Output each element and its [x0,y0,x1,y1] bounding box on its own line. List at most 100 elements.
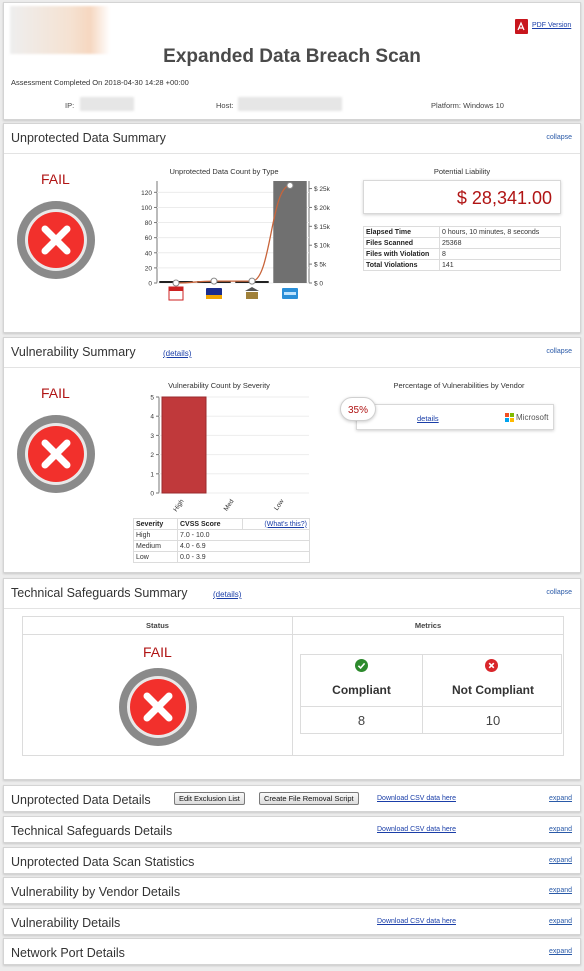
report-header: PDF Version Expanded Data Breach Scan As… [3,2,581,120]
not-compliant-value: 10 [485,713,501,728]
collapse-link[interactable]: collapse [546,134,572,141]
not-compliant-label: Not Compliant [452,683,534,697]
section-title: Technical Safeguards Details [11,824,173,838]
collapse-link[interactable]: collapse [546,589,572,596]
expand-link[interactable]: expand [549,795,572,802]
expand-link[interactable]: expand [549,826,572,833]
liability-box: $ 28,341.00 [363,180,561,214]
severity-cell: Medium [133,540,178,552]
details-link[interactable]: (details) [213,590,242,599]
x-tick-label: Low [273,498,286,512]
status-header: Status [146,621,169,630]
pdf-icon[interactable] [515,19,528,34]
table-row: High 7.0 - 10.0 [133,529,310,541]
expand-link[interactable]: expand [549,918,572,925]
vulnerability-chart: 0 1 2 3 4 5 High Med Low [150,395,309,513]
whats-this-cell: (What's this?) [241,518,310,530]
assessment-date: Assessment Completed On 2018-04-30 14:28… [11,78,189,87]
stat-value: 25368 [439,237,561,249]
compliant-label: Compliant [332,683,391,697]
y-tick-label: 120 [141,190,152,197]
vendor-name: Microsoft [516,413,549,422]
y2-tick-label: $ 25k [314,186,331,193]
whats-this-link[interactable]: (What's this?) [264,520,307,528]
y-tick-label: 2 [150,452,154,459]
vulnerability-summary: Vulnerability Summary (details) collapse… [3,337,581,573]
unprotected-data-scan-statistics: Unprotected Data Scan Statistics expand [3,847,581,874]
metrics-header: Metrics [414,621,442,630]
pdf-version-link[interactable]: PDF Version [532,22,572,29]
download-csv-link[interactable]: Download CSV data here [377,918,456,925]
section-title: Unprotected Data Details [11,793,151,807]
section-header: Vulnerability Summary (details) collapse [4,338,580,368]
table-row: Low 0.0 - 3.9 [133,551,310,563]
details-link[interactable]: (details) [163,349,192,358]
fail-x-icon [16,414,96,499]
fail-x-icon [118,667,198,752]
section-title: Technical Safeguards Summary [11,586,188,600]
section-header: Unprotected Data Summary collapse [4,124,580,154]
section-title: Vulnerability Summary [11,345,136,359]
y-tick-label: 100 [141,205,152,212]
download-csv-link[interactable]: Download CSV data here [377,795,456,802]
y-tick-label: 0 [148,281,152,288]
expand-link[interactable]: expand [549,887,572,894]
y-tick-label: 3 [150,433,154,440]
severity-cell: High [133,529,178,541]
technical-safeguards-summary: Technical Safeguards Summary (details) c… [3,578,581,780]
section-title: Vulnerability by Vendor Details [11,885,181,899]
y-tick-label: 80 [145,220,153,227]
y2-tick-label: $ 0 [314,281,323,288]
technical-safeguards-details: Technical Safeguards Details Download CS… [3,816,581,843]
score-cell: 7.0 - 10.0 [177,529,310,541]
score-cell: 4.0 - 6.9 [177,540,310,552]
y-tick-label: 1 [150,471,154,478]
fail-status: FAIL [143,644,172,660]
data-point [286,182,294,190]
fail-x-icon [16,200,96,285]
cvss-header: CVSS Score [177,518,243,530]
status-col-body [23,635,293,755]
scan-stats-table: Elapsed Time 0 hours, 10 minutes, 8 secon… [363,226,561,271]
x-tick-label: High [172,498,186,513]
unprotected-data-summary: Unprotected Data Summary collapse FAIL U… [3,123,581,333]
network-port-details: Network Port Details expand [3,938,581,965]
microsoft-logo-icon [505,413,514,422]
metrics-grid: Compliant Not Compliant 8 10 [300,654,562,734]
y2-tick-label: $ 5k [314,262,327,269]
calendar-icon-top [169,287,183,291]
table-row: Elapsed Time 0 hours, 10 minutes, 8 secon… [363,226,561,238]
section-title: Unprotected Data Summary [11,131,166,145]
section-header: Technical Safeguards Summary (details) c… [4,579,580,609]
vendor-percent-badge: 35% [340,397,376,421]
fail-status: FAIL [41,171,70,187]
stat-label: Files Scanned [363,237,440,249]
expand-link[interactable]: expand [549,857,572,864]
section-title: Network Port Details [11,946,125,960]
vendor-details-link[interactable]: details [417,414,439,423]
bank-icon-body [246,292,258,299]
safeguards-table: Status Metrics FAIL Compliant Not Compli… [22,616,564,756]
section-title: Vulnerability Details [11,916,121,930]
create-file-removal-script-button[interactable]: Create File Removal Script [259,792,359,805]
download-csv-link[interactable]: Download CSV data here [377,826,456,833]
y-tick-label: 40 [145,250,153,257]
host-label: Host: [216,101,234,110]
y-tick-label: 60 [145,235,153,242]
stat-value: 141 [439,259,561,271]
chart-title: Unprotected Data Count by Type [169,167,279,176]
y-tick-label: 4 [150,414,154,421]
vendor-percent: 35% [347,405,368,416]
expand-link[interactable]: expand [549,948,572,955]
stat-label: Total Violations [363,259,440,271]
collapse-link[interactable]: collapse [546,348,572,355]
edit-exclusion-list-button[interactable]: Edit Exclusion List [174,792,245,805]
x-circle-icon [485,659,498,677]
x-tick-label: Med [223,498,236,513]
table-row: Severity CVSS Score (What's this?) [133,518,310,530]
stat-value: 8 [439,248,561,260]
vendor-card: details Microsoft [356,404,554,430]
severity-cell: Low [133,551,178,563]
score-cell: 0.0 - 3.9 [177,551,310,563]
y-tick-label: 20 [145,265,153,272]
